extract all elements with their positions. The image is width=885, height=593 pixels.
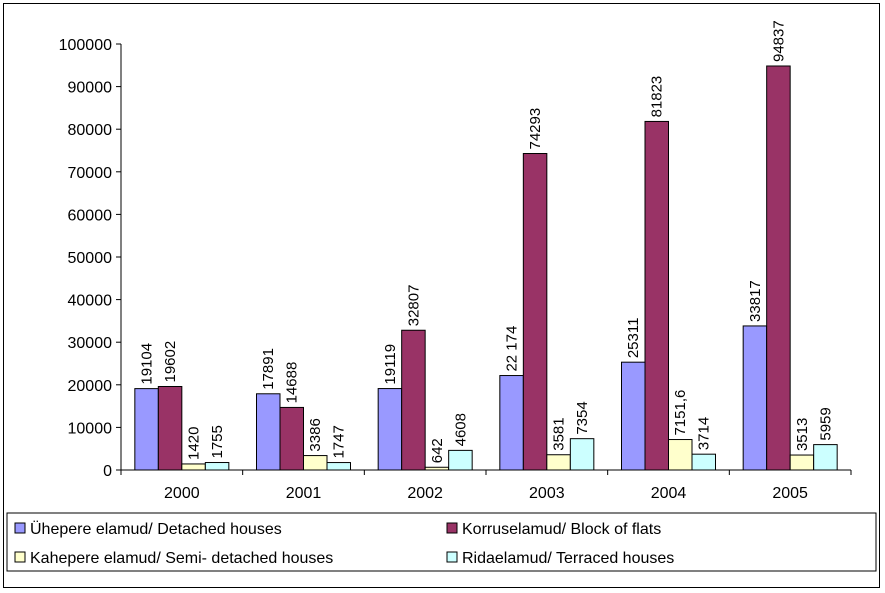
- bar: [668, 439, 693, 471]
- bar: [789, 454, 815, 471]
- legend-swatch: [14, 551, 26, 563]
- bar: [644, 120, 669, 471]
- legend-box: [6, 512, 877, 572]
- data-label: 4608: [452, 413, 469, 446]
- y-tick-label: 0: [103, 463, 112, 480]
- y-tick-label: 90000: [68, 80, 113, 97]
- x-tick-label: 2003: [529, 485, 565, 502]
- bar: [204, 462, 230, 471]
- bar: [691, 453, 716, 471]
- data-label: 3714: [696, 417, 713, 450]
- bar: [401, 329, 426, 471]
- y-tick-label: 50000: [68, 250, 113, 267]
- data-label: 642: [429, 438, 446, 463]
- y-tick-label: 20000: [68, 378, 113, 395]
- y-tick-label: 100000: [59, 37, 112, 54]
- data-label: 1747: [331, 425, 348, 458]
- bar: [546, 454, 571, 471]
- bar: [448, 449, 473, 471]
- data-label: 5959: [817, 407, 834, 440]
- bar: [157, 385, 183, 471]
- data-label: 25311: [625, 318, 642, 359]
- legend-swatch: [14, 522, 26, 534]
- bar: [134, 388, 159, 471]
- y-tick-label: 70000: [68, 165, 113, 182]
- legend-swatch: [446, 551, 458, 563]
- chart-frame: [3, 3, 880, 588]
- y-tick-label: 60000: [68, 207, 113, 224]
- bar: [303, 455, 328, 471]
- x-tick-label: 2002: [407, 485, 443, 502]
- x-tick-label: 2004: [651, 485, 687, 502]
- data-label: 19104: [139, 343, 156, 385]
- bar: [326, 462, 351, 471]
- data-label: 14688: [284, 362, 301, 404]
- bar: [742, 325, 768, 471]
- bar: [256, 393, 281, 471]
- legend: Ühepere elamud/ Detached houses Korrusela…: [6, 512, 877, 572]
- legend-label: Korruselamud/ Block of flats: [462, 521, 661, 538]
- data-label: 32807: [405, 285, 422, 327]
- bar: [569, 438, 595, 471]
- x-tick-label: 2000: [164, 485, 200, 502]
- x-tick-label: 2001: [286, 485, 322, 502]
- y-tick-label: 10000: [68, 420, 113, 437]
- data-label: 22 174: [504, 326, 521, 372]
- data-label: 81823: [649, 76, 666, 118]
- bar: [499, 375, 524, 471]
- data-label: 7354: [574, 401, 591, 434]
- data-label: 19602: [162, 341, 179, 383]
- bar: [813, 444, 838, 471]
- data-label: 33817: [747, 280, 764, 322]
- bar: [621, 361, 646, 471]
- legend-swatch: [446, 522, 458, 534]
- legend-label: Ridaelamud/ Terraced houses: [462, 550, 674, 567]
- data-label: 1755: [209, 425, 226, 458]
- data-label: 19119: [382, 344, 399, 385]
- x-tick-label: 2005: [772, 485, 808, 502]
- bar: [522, 153, 548, 471]
- data-label: 17891: [260, 348, 277, 390]
- plot-area: 0 10000 20000 30000 40000 50000 60000 70000 8000…: [59, 20, 852, 502]
- y-tick-label: 80000: [68, 122, 113, 139]
- bar: [377, 388, 403, 471]
- data-label: 3513: [794, 418, 811, 451]
- data-label: 3581: [551, 417, 568, 450]
- y-tick-label: 30000: [68, 335, 113, 352]
- bar: [766, 65, 791, 471]
- bar: [424, 466, 450, 471]
- legend-label: Kahepere elamud/ Semi- detached houses: [30, 550, 333, 567]
- data-label: 74293: [527, 108, 544, 150]
- legend-label: Ühepere elamud/ Detached houses: [30, 520, 282, 538]
- bar: [279, 406, 304, 471]
- data-label: 7151,6: [672, 390, 689, 436]
- data-label: 1420: [186, 427, 203, 460]
- data-label: 94837: [770, 20, 787, 62]
- bar: [181, 463, 206, 471]
- data-label: 3386: [307, 418, 324, 451]
- y-tick-label: 40000: [68, 293, 113, 310]
